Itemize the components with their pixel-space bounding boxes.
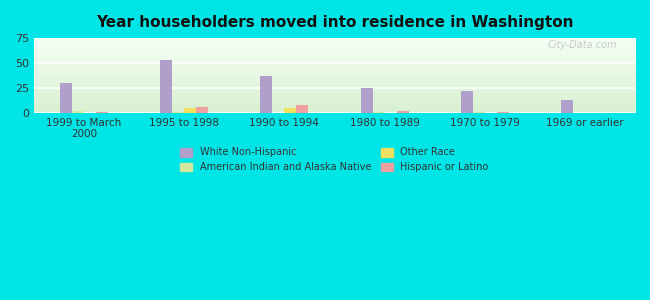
Bar — [160, 60, 172, 112]
Text: City-Data.com: City-Data.com — [547, 40, 617, 50]
Bar — [60, 83, 72, 112]
Bar — [396, 111, 409, 112]
Bar — [561, 100, 573, 112]
Bar — [361, 88, 372, 112]
Bar — [296, 105, 309, 112]
Bar — [261, 76, 272, 112]
Bar — [196, 107, 208, 112]
Bar — [285, 108, 296, 112]
Bar — [184, 108, 196, 112]
Bar — [72, 111, 84, 112]
Title: Year householders moved into residence in Washington: Year householders moved into residence i… — [96, 15, 573, 30]
Bar — [461, 91, 473, 112]
Legend: White Non-Hispanic, American Indian and Alaska Native, Other Race, Hispanic or L: White Non-Hispanic, American Indian and … — [177, 144, 493, 176]
